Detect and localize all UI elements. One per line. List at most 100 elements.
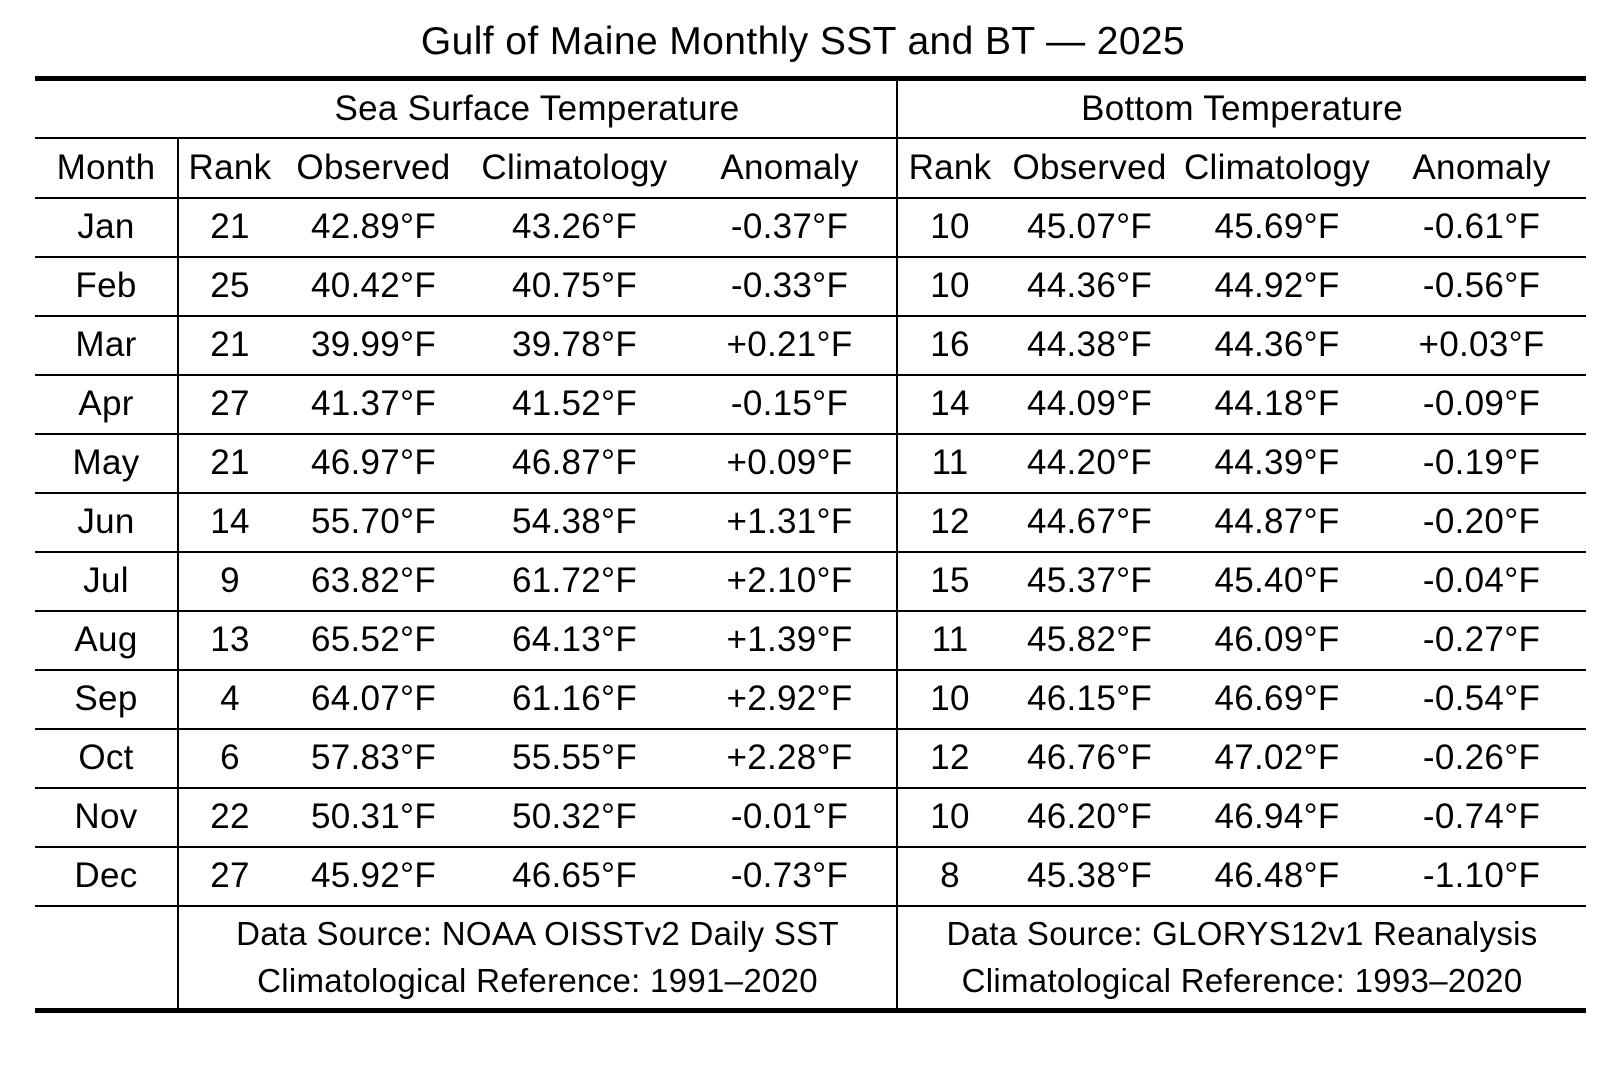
bt-observed-cell: 46.20°F — [1002, 787, 1178, 848]
table-row: Dec 27 45.92°F 46.65°F -0.73°F 8 45.38°F… — [35, 846, 1587, 907]
sst-observed-cell: 57.83°F — [281, 728, 466, 789]
bt-climatological-reference: Climatological Reference: 1993–2020 — [961, 962, 1523, 1000]
table-row: Aug 13 65.52°F 64.13°F +1.39°F 11 45.82°… — [35, 610, 1587, 671]
bt-rank-cell: 15 — [896, 551, 1003, 612]
bt-observed-cell: 44.09°F — [1002, 374, 1178, 435]
bt-anomaly-cell: -0.74°F — [1377, 787, 1587, 848]
sst-anomaly-cell: +2.92°F — [683, 669, 898, 730]
col-header-sst-observed: Observed — [281, 137, 466, 199]
sst-footer: Data Source: NOAA OISSTv2 Daily SST Clim… — [176, 905, 898, 1012]
bt-footer: Data Source: GLORYS12v1 Reanalysis Clima… — [896, 905, 1587, 1012]
sst-rank-cell: 9 — [177, 551, 281, 612]
bt-observed-cell: 44.20°F — [1002, 433, 1178, 494]
sst-observed-cell: 55.70°F — [281, 492, 466, 553]
bt-rank-cell: 16 — [896, 315, 1003, 376]
sst-climatology-cell: 39.78°F — [466, 315, 683, 376]
bt-anomaly-cell: +0.03°F — [1377, 315, 1587, 376]
sst-rank-cell: 13 — [177, 610, 281, 671]
bt-rank-cell: 12 — [896, 492, 1003, 553]
month-cell: Aug — [35, 610, 178, 671]
bt-anomaly-cell: -0.61°F — [1377, 197, 1587, 258]
sst-climatology-cell: 55.55°F — [466, 728, 683, 789]
sst-observed-cell: 41.37°F — [281, 374, 466, 435]
sst-climatology-cell: 40.75°F — [466, 256, 683, 317]
bt-rank-cell: 11 — [896, 610, 1003, 671]
col-header-bt-rank: Rank — [896, 137, 1003, 199]
sst-rank-cell: 27 — [177, 374, 281, 435]
sst-observed-cell: 64.07°F — [281, 669, 466, 730]
bt-observed-cell: 45.38°F — [1002, 846, 1178, 907]
sst-climatological-reference: Climatological Reference: 1991–2020 — [257, 962, 818, 1000]
sst-rank-cell: 21 — [177, 433, 281, 494]
sst-climatology-cell: 50.32°F — [466, 787, 683, 848]
bt-climatology-cell: 44.39°F — [1177, 433, 1378, 494]
table-row: Mar 21 39.99°F 39.78°F +0.21°F 16 44.38°… — [35, 315, 1587, 376]
bt-data-source: Data Source: GLORYS12v1 Reanalysis — [946, 915, 1538, 953]
table-row: Oct 6 57.83°F 55.55°F +2.28°F 12 46.76°F… — [35, 728, 1587, 789]
group-header-row: Sea Surface Temperature Bottom Temperatu… — [35, 78, 1587, 139]
bt-anomaly-cell: -0.09°F — [1377, 374, 1587, 435]
col-header-sst-climatology: Climatology — [466, 137, 683, 199]
bt-climatology-cell: 45.69°F — [1177, 197, 1378, 258]
bt-climatology-cell: 47.02°F — [1177, 728, 1378, 789]
month-cell: Jul — [35, 551, 178, 612]
month-cell: Feb — [35, 256, 178, 317]
table-row: Feb 25 40.42°F 40.75°F -0.33°F 10 44.36°… — [35, 256, 1587, 317]
sst-bt-table: Sea Surface Temperature Bottom Temperatu… — [35, 76, 1587, 1013]
col-header-sst-anomaly: Anomaly — [683, 137, 898, 199]
sst-observed-cell: 42.89°F — [281, 197, 466, 258]
bt-observed-cell: 46.76°F — [1002, 728, 1178, 789]
table-row: Jul 9 63.82°F 61.72°F +2.10°F 15 45.37°F… — [35, 551, 1587, 612]
sst-observed-cell: 46.97°F — [281, 433, 466, 494]
bt-climatology-cell: 46.94°F — [1177, 787, 1378, 848]
month-cell: May — [35, 433, 178, 494]
sst-anomaly-cell: +2.10°F — [683, 551, 898, 612]
sst-anomaly-cell: +1.31°F — [683, 492, 898, 553]
sst-anomaly-cell: -0.37°F — [683, 197, 898, 258]
sst-observed-cell: 39.99°F — [281, 315, 466, 376]
group-header-bt: Bottom Temperature — [896, 78, 1587, 139]
sst-anomaly-cell: -0.73°F — [683, 846, 898, 907]
sst-anomaly-cell: +1.39°F — [683, 610, 898, 671]
bt-rank-cell: 8 — [896, 846, 1003, 907]
sst-anomaly-cell: -0.01°F — [683, 787, 898, 848]
month-cell: Oct — [35, 728, 178, 789]
bt-climatology-cell: 44.87°F — [1177, 492, 1378, 553]
sst-rank-cell: 22 — [177, 787, 281, 848]
bt-anomaly-cell: -0.26°F — [1377, 728, 1587, 789]
table-row: Apr 27 41.37°F 41.52°F -0.15°F 14 44.09°… — [35, 374, 1587, 435]
bt-rank-cell: 10 — [896, 669, 1003, 730]
bt-observed-cell: 44.67°F — [1002, 492, 1178, 553]
footer-row: Data Source: NOAA OISSTv2 Daily SST Clim… — [35, 905, 1587, 1012]
bt-anomaly-cell: -0.19°F — [1377, 433, 1587, 494]
bt-climatology-cell: 45.40°F — [1177, 551, 1378, 612]
bt-climatology-cell: 46.09°F — [1177, 610, 1378, 671]
sst-rank-cell: 27 — [177, 846, 281, 907]
bt-anomaly-cell: -0.56°F — [1377, 256, 1587, 317]
sst-anomaly-cell: -0.33°F — [683, 256, 898, 317]
sst-data-source: Data Source: NOAA OISSTv2 Daily SST — [236, 915, 839, 953]
bt-anomaly-cell: -0.20°F — [1377, 492, 1587, 553]
col-header-month: Month — [35, 137, 178, 199]
col-header-sst-rank: Rank — [177, 137, 281, 199]
sst-observed-cell: 50.31°F — [281, 787, 466, 848]
footer-spacer — [35, 905, 178, 1012]
bt-observed-cell: 45.37°F — [1002, 551, 1178, 612]
bt-observed-cell: 44.38°F — [1002, 315, 1178, 376]
table-row: Nov 22 50.31°F 50.32°F -0.01°F 10 46.20°… — [35, 787, 1587, 848]
sst-climatology-cell: 41.52°F — [466, 374, 683, 435]
bt-rank-cell: 14 — [896, 374, 1003, 435]
bt-rank-cell: 12 — [896, 728, 1003, 789]
bt-observed-cell: 45.07°F — [1002, 197, 1178, 258]
chart-title: Gulf of Maine Monthly SST and BT — 2025 — [420, 20, 1186, 63]
table-row: Jan 21 42.89°F 43.26°F -0.37°F 10 45.07°… — [35, 197, 1587, 258]
bt-anomaly-cell: -1.10°F — [1377, 846, 1587, 907]
table-row: Jun 14 55.70°F 54.38°F +1.31°F 12 44.67°… — [35, 492, 1587, 553]
sst-rank-cell: 25 — [177, 256, 281, 317]
sst-anomaly-cell: +2.28°F — [683, 728, 898, 789]
sst-rank-cell: 21 — [177, 315, 281, 376]
col-header-bt-climatology: Climatology — [1177, 137, 1378, 199]
bt-climatology-cell: 44.92°F — [1177, 256, 1378, 317]
sst-climatology-cell: 61.16°F — [466, 669, 683, 730]
bt-observed-cell: 45.82°F — [1002, 610, 1178, 671]
